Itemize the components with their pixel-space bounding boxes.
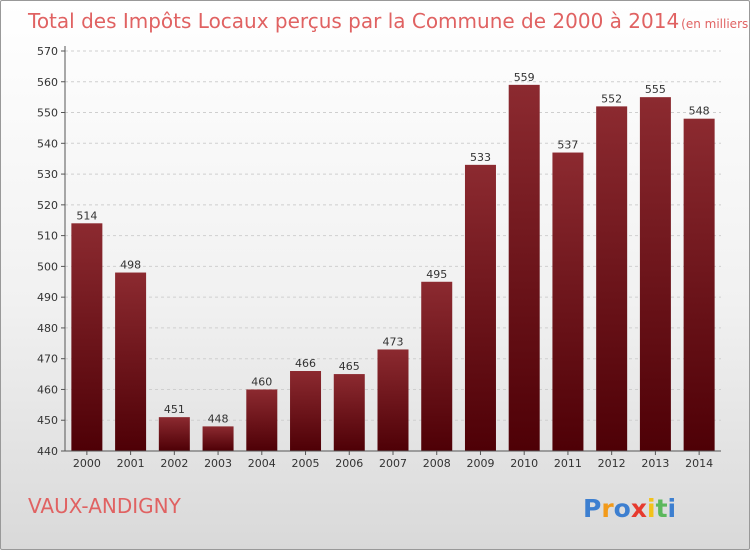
y-tick-label: 480 <box>37 322 58 335</box>
logo-letter: x <box>631 494 647 523</box>
x-tick-label: 2005 <box>292 457 320 470</box>
y-tick-label: 560 <box>37 76 58 89</box>
data-label: 473 <box>383 335 404 348</box>
logo-letter: o <box>614 494 631 523</box>
x-tick-label: 2006 <box>335 457 363 470</box>
commune-name: VAUX-ANDIGNY <box>28 494 182 518</box>
y-tick-label: 540 <box>37 137 58 150</box>
logo-letter: P <box>583 494 601 523</box>
data-labels: 514 498 451 448 460 466 465 473 495 533 559 537 552 5… <box>76 71 709 426</box>
x-tick-label: 2008 <box>423 457 451 470</box>
bar <box>71 223 103 451</box>
bar <box>158 417 190 451</box>
proxiti-logo: Proxiti <box>583 494 676 523</box>
x-axis-ticks: 2000 2001 2002 2003 2004 2005 2006 2007 2008 2009… <box>73 451 713 470</box>
logo-letter: i <box>647 494 656 523</box>
bar <box>639 97 671 452</box>
data-label: 533 <box>470 151 491 164</box>
data-label: 537 <box>557 139 578 152</box>
y-tick-label: 550 <box>37 107 58 120</box>
bar <box>246 389 278 451</box>
y-tick-label: 440 <box>37 445 58 458</box>
chart-title: Total des Impôts Locaux perçus par la Co… <box>27 9 749 33</box>
y-tick-label: 510 <box>37 230 58 243</box>
data-label: 559 <box>514 71 535 84</box>
bar <box>421 281 453 451</box>
x-tick-label: 2012 <box>598 457 626 470</box>
x-tick-label: 2003 <box>204 457 232 470</box>
logo-letter: i <box>668 494 677 523</box>
x-tick-label: 2002 <box>160 457 188 470</box>
y-tick-label: 500 <box>37 260 58 273</box>
data-label: 548 <box>689 105 710 118</box>
data-label: 498 <box>120 259 141 272</box>
data-label: 514 <box>76 209 97 222</box>
x-tick-label: 2000 <box>73 457 101 470</box>
y-tick-label: 520 <box>37 199 58 212</box>
data-label: 448 <box>208 412 229 425</box>
y-tick-label: 460 <box>37 383 58 396</box>
y-tick-label: 570 <box>37 45 58 58</box>
data-label: 555 <box>645 83 666 96</box>
bar <box>596 106 628 451</box>
bar <box>202 426 234 451</box>
y-tick-label: 530 <box>37 168 58 181</box>
chart-title-unit: (en milliers d'€) <box>681 17 749 31</box>
bar <box>290 371 322 451</box>
y-axis-ticks: 440 450 460 470 480 490 500 510 520 530 540 550 560 5… <box>37 45 65 458</box>
y-tick-label: 450 <box>37 414 58 427</box>
chart-title-main: Total des Impôts Locaux perçus par la Co… <box>27 9 679 33</box>
bar <box>333 374 365 451</box>
x-tick-label: 2001 <box>117 457 145 470</box>
x-tick-label: 2009 <box>466 457 494 470</box>
bar <box>552 152 584 452</box>
bar <box>683 118 715 451</box>
x-tick-label: 2011 <box>554 457 582 470</box>
data-label: 552 <box>601 92 622 105</box>
y-tick-label: 490 <box>37 291 58 304</box>
logo-letter: t <box>656 494 668 523</box>
logo-letter: r <box>601 494 614 523</box>
bar <box>464 164 496 451</box>
data-label: 466 <box>295 357 316 370</box>
x-tick-label: 2007 <box>379 457 407 470</box>
data-label: 451 <box>164 403 185 416</box>
data-label: 460 <box>251 375 272 388</box>
x-tick-label: 2013 <box>641 457 669 470</box>
data-label: 465 <box>339 360 360 373</box>
y-tick-label: 470 <box>37 353 58 366</box>
x-tick-label: 2010 <box>510 457 538 470</box>
bar <box>377 349 409 451</box>
data-label: 495 <box>426 268 447 281</box>
x-tick-label: 2014 <box>685 457 713 470</box>
x-tick-label: 2004 <box>248 457 276 470</box>
bar <box>508 84 540 451</box>
bars <box>71 84 715 452</box>
bar <box>115 272 147 451</box>
